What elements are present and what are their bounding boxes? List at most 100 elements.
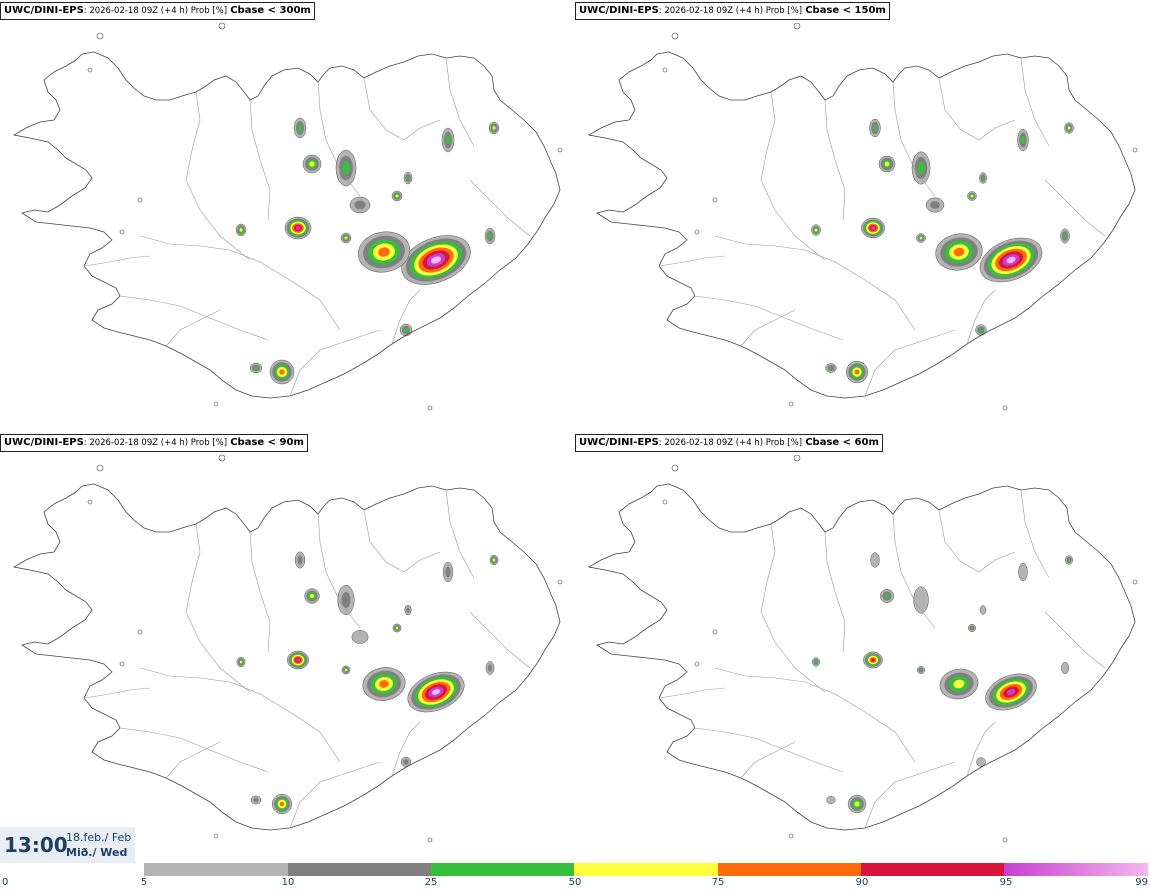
probability-contour-1 (354, 200, 366, 210)
region-boundary-line (938, 77, 1016, 141)
map-panel-90m: UWC/DINI-EPS: 2026-02-18 09Z (+4 h) Prob… (0, 432, 575, 862)
probability-contour-2 (253, 366, 259, 370)
island-outline (793, 454, 801, 462)
iceland-map (587, 454, 1138, 843)
region-boundary-line (391, 289, 421, 345)
island-outline (119, 229, 125, 235)
probability-contour-1 (406, 607, 410, 613)
probability-contour-2 (884, 593, 890, 599)
island-outline (218, 454, 226, 462)
region-boundary-line (119, 727, 269, 773)
legend-tick-label: 0 (2, 877, 9, 888)
panel-title: UWC/DINI-EPS: 2026-02-18 09Z (+4 h) Prob… (575, 434, 883, 452)
island-outline (213, 833, 219, 839)
run-info: : 2026-02-18 09Z (+4 h) Prob [%] (83, 6, 228, 16)
island-outline (137, 629, 143, 635)
island-outline (119, 661, 125, 667)
region-boundary-line (165, 309, 221, 347)
region-boundary-line (185, 523, 251, 693)
region-boundary-line (740, 309, 796, 347)
map-panel-300m: UWC/DINI-EPS: 2026-02-18 09Z (+4 h) Prob… (0, 0, 575, 430)
probability-contour-3 (492, 558, 496, 562)
probability-contour-3 (309, 161, 315, 167)
probability-contour-1 (341, 591, 351, 609)
region-boundary-line (445, 57, 475, 147)
island-outline (87, 67, 93, 73)
legend-bin-75-90 (718, 863, 861, 876)
valid-date: 18.feb./ Feb (66, 831, 132, 844)
legend-bin-5-10 (144, 863, 288, 876)
probability-contour-4 (854, 369, 860, 375)
probability-contour-3 (1067, 126, 1071, 130)
legend-tick-label: 99 (1135, 877, 1148, 888)
island-outline (137, 197, 143, 203)
probability-contour-1 (445, 566, 451, 578)
probability-contour-0 (913, 586, 929, 614)
probability-contour-3 (854, 801, 860, 807)
region-boundary-line (317, 81, 361, 197)
probability-contour-0 (1061, 661, 1069, 675)
region-boundary-line (1044, 611, 1106, 669)
valid-time-box: 13:00 18.feb./ Feb Mið./ Wed (0, 827, 135, 863)
probability-contour-2 (917, 161, 925, 175)
probability-contour-2 (979, 328, 983, 332)
model-name: UWC/DINI-EPS (4, 5, 84, 16)
probability-contour-7 (431, 689, 441, 695)
island-outline (662, 499, 668, 505)
field-name: Cbase < 90m (230, 437, 304, 448)
panel-title: UWC/DINI-EPS: 2026-02-18 09Z (+4 h) Prob… (575, 2, 890, 20)
probability-contour-2 (403, 327, 409, 333)
probability-contour-0 (1018, 562, 1028, 582)
iceland-map (587, 22, 1138, 411)
iceland-coastline (12, 483, 561, 831)
region-boundary-line (119, 295, 269, 341)
valid-day: Mið./ Wed (66, 846, 128, 859)
legend-tick-label: 90 (855, 877, 869, 888)
island-outline (1002, 405, 1008, 411)
probability-field (235, 117, 500, 385)
region-boundary-line (892, 81, 936, 197)
island-outline (427, 837, 433, 843)
probability-contour-3 (814, 228, 818, 232)
region-boundary-line (139, 667, 341, 763)
probability-contour-2 (1063, 233, 1067, 239)
island-outline (218, 22, 226, 30)
island-outline (662, 67, 668, 73)
region-boundary-line (714, 235, 916, 331)
probability-contour-3 (970, 194, 974, 198)
probability-contour-7 (1006, 256, 1016, 264)
valid-time: 13:00 (4, 833, 68, 857)
island-outline (1002, 837, 1008, 843)
probability-contour-6 (871, 226, 875, 230)
legend-bin-25-50 (431, 863, 574, 876)
island-outline (793, 22, 801, 30)
island-outline (694, 661, 700, 667)
iceland-coastline (587, 51, 1136, 399)
field-name: Cbase < 150m (805, 5, 886, 16)
run-info: : 2026-02-18 09Z (+4 h) Prob [%] (658, 438, 803, 448)
panel-title: UWC/DINI-EPS: 2026-02-18 09Z (+4 h) Prob… (0, 434, 308, 452)
region-boundary-line (249, 531, 271, 653)
island-outline (671, 32, 679, 40)
legend-bin-50-75 (574, 863, 718, 876)
probability-contour-2 (1021, 135, 1025, 145)
region-boundary-line (864, 329, 956, 397)
region-boundary-line (165, 741, 221, 779)
island-outline (557, 579, 563, 585)
probability-contour-1 (930, 201, 940, 209)
probability-contour-3 (953, 679, 965, 689)
probability-contour-2 (488, 233, 492, 239)
region-boundary-line (864, 761, 956, 829)
probability-contour-3 (344, 236, 348, 240)
region-boundary-line (363, 509, 441, 573)
legend-tick-label: 95 (999, 877, 1013, 888)
region-boundary-line (966, 721, 996, 777)
probability-contour-4 (279, 369, 285, 375)
region-boundary-line (1020, 57, 1050, 147)
iceland-map (12, 454, 563, 843)
island-outline (694, 229, 700, 235)
probability-contour-2 (919, 668, 923, 672)
region-boundary-line (185, 91, 251, 261)
island-outline (96, 464, 104, 472)
probability-field (236, 551, 499, 815)
